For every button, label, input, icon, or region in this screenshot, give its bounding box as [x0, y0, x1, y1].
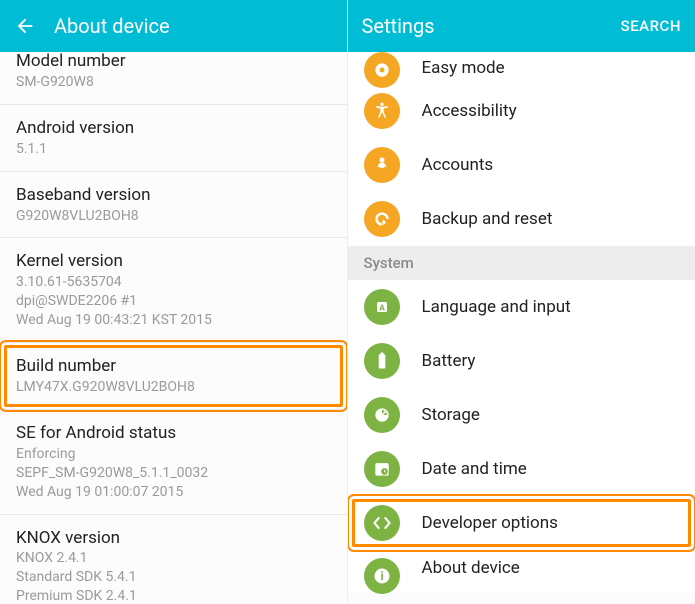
settings-row-label: Language and input [422, 297, 571, 317]
settings-row-label: Date and time [422, 459, 527, 479]
about-item[interactable]: Android version5.1.1 [0, 105, 347, 172]
about-item-sub: 3.10.61-5635704 dpi@SWDE2206 #1 Wed Aug … [16, 273, 331, 330]
settings-row-label: Storage [422, 405, 480, 425]
accessibility-icon [364, 93, 400, 129]
developer-icon [364, 505, 400, 541]
settings-row[interactable]: Backup and reset [348, 192, 695, 246]
about-item-sub: Enforcing SEPF_SM-G920W8_5.1.1_0032 Wed … [16, 445, 331, 502]
settings-row-label: Easy mode [422, 58, 505, 78]
svg-text:A: A [379, 303, 385, 313]
settings-header: Settings SEARCH [348, 0, 695, 52]
settings-row-label: About device [422, 558, 520, 578]
easy-mode-icon [364, 52, 400, 88]
back-icon[interactable] [14, 15, 36, 37]
settings-row[interactable]: i About device [348, 550, 695, 592]
settings-row-label: Developer options [422, 513, 558, 533]
settings-row-label: Backup and reset [422, 209, 553, 229]
settings-row[interactable]: Easy mode [348, 52, 695, 84]
settings-row-label: Accessibility [422, 101, 517, 121]
about-list: Model numberSM-G920W8Android version5.1.… [0, 52, 347, 604]
about-item[interactable]: Build numberLMY47X.G920W8VLU2BOH8 [0, 343, 347, 410]
search-action[interactable]: SEARCH [621, 17, 681, 35]
about-header-title: About device [54, 14, 333, 38]
settings-row-label: Battery [422, 351, 476, 371]
about-item-sub: LMY47X.G920W8VLU2BOH8 [16, 378, 331, 397]
about-device-panel: About device Model numberSM-G920W8Androi… [0, 0, 348, 604]
about-icon: i [364, 558, 400, 594]
about-item-title: SE for Android status [16, 422, 331, 445]
about-item-sub: KNOX 2.4.1 Standard SDK 5.4.1 Premium SD… [16, 549, 331, 604]
settings-row[interactable]: Date and time [348, 442, 695, 496]
about-header: About device [0, 0, 347, 52]
about-item-title: Android version [16, 117, 331, 140]
settings-row[interactable]: Accounts [348, 138, 695, 192]
about-item-sub: 5.1.1 [16, 140, 331, 159]
about-item-title: Model number [16, 52, 331, 73]
settings-row[interactable]: A Language and input [348, 280, 695, 334]
settings-list: Easy mode Accessibility Accounts Backup and… [348, 52, 695, 604]
date-time-icon [364, 451, 400, 487]
battery-icon [364, 343, 400, 379]
backup-icon [364, 201, 400, 237]
settings-row[interactable]: Battery [348, 334, 695, 388]
about-item[interactable]: KNOX versionKNOX 2.4.1 Standard SDK 5.4.… [0, 515, 347, 604]
about-item[interactable]: Kernel version3.10.61-5635704 dpi@SWDE22… [0, 238, 347, 343]
settings-row[interactable]: Accessibility [348, 84, 695, 138]
about-item[interactable]: Model numberSM-G920W8 [0, 52, 347, 105]
settings-row-label: Accounts [422, 155, 494, 175]
about-item-title: Kernel version [16, 250, 331, 273]
about-item[interactable]: Baseband versionG920W8VLU2BOH8 [0, 172, 347, 239]
storage-icon [364, 397, 400, 433]
about-item-title: KNOX version [16, 527, 331, 550]
settings-row[interactable]: Storage [348, 388, 695, 442]
about-item-title: Baseband version [16, 184, 331, 207]
language-icon: A [364, 289, 400, 325]
section-header: System [348, 246, 695, 280]
about-item-sub: G920W8VLU2BOH8 [16, 207, 331, 226]
accounts-icon [364, 147, 400, 183]
settings-row[interactable]: Developer options [348, 496, 695, 550]
about-item-sub: SM-G920W8 [16, 73, 331, 92]
settings-panel: Settings SEARCH Easy mode Accessibility Ac… [348, 0, 695, 604]
svg-text:i: i [380, 569, 383, 583]
about-item-title: Build number [16, 355, 331, 378]
about-item[interactable]: SE for Android statusEnforcing SEPF_SM-G… [0, 410, 347, 515]
settings-header-title: Settings [362, 14, 621, 38]
